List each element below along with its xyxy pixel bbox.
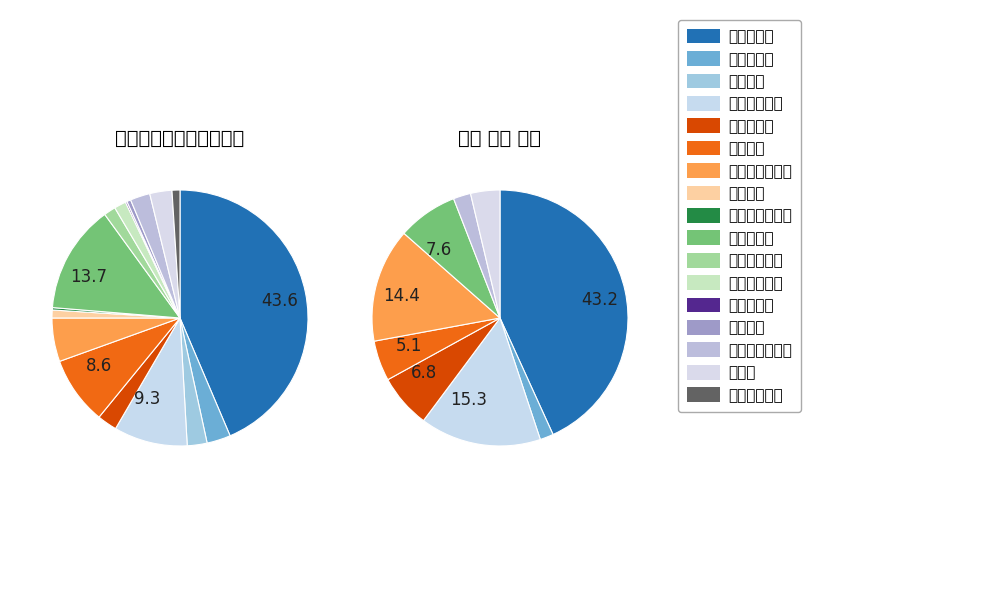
Wedge shape (126, 202, 180, 318)
Text: 43.6: 43.6 (262, 292, 298, 310)
Text: 15.3: 15.3 (450, 391, 487, 409)
Wedge shape (500, 190, 628, 434)
Title: パ・リーグ全プレイヤー: パ・リーグ全プレイヤー (115, 129, 245, 148)
Wedge shape (180, 318, 230, 443)
Wedge shape (52, 318, 180, 361)
Wedge shape (131, 194, 180, 318)
Wedge shape (105, 208, 180, 318)
Text: 14.4: 14.4 (383, 287, 420, 305)
Text: 9.3: 9.3 (134, 390, 161, 408)
Wedge shape (471, 190, 500, 318)
Wedge shape (180, 318, 207, 446)
Text: 8.6: 8.6 (86, 357, 112, 375)
Text: 7.6: 7.6 (426, 241, 452, 259)
Wedge shape (374, 318, 500, 380)
Wedge shape (60, 318, 180, 417)
Text: 43.2: 43.2 (581, 292, 618, 310)
Wedge shape (500, 318, 553, 439)
Wedge shape (423, 318, 540, 446)
Wedge shape (172, 190, 180, 318)
Wedge shape (180, 190, 308, 436)
Wedge shape (115, 202, 180, 318)
Wedge shape (52, 214, 180, 318)
Wedge shape (99, 318, 180, 428)
Wedge shape (150, 190, 180, 318)
Wedge shape (127, 200, 180, 318)
Wedge shape (372, 233, 500, 341)
Wedge shape (454, 193, 500, 318)
Wedge shape (404, 199, 500, 318)
Text: 5.1: 5.1 (395, 337, 422, 355)
Wedge shape (388, 318, 500, 421)
Wedge shape (52, 308, 180, 318)
Legend: ストレート, ツーシーム, シュート, カットボール, スプリット, フォーク, チェンジアップ, シンカー, 高速スライダー, スライダー, 縦スライダー, : ストレート, ツーシーム, シュート, カットボール, スプリット, フォーク,… (678, 20, 801, 412)
Wedge shape (52, 310, 180, 318)
Wedge shape (116, 318, 187, 446)
Title: 茶谷 健太 選手: 茶谷 健太 選手 (458, 129, 542, 148)
Text: 13.7: 13.7 (70, 268, 107, 286)
Text: 6.8: 6.8 (411, 364, 437, 382)
